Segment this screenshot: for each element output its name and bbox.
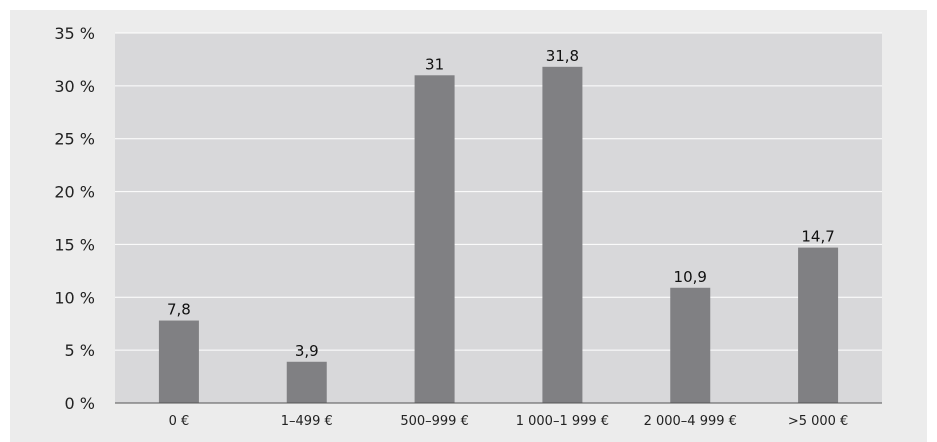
bar: [414, 75, 455, 404]
y-tick-label: 15 %: [54, 235, 95, 254]
x-tick-label: 2 000–4 999 €: [644, 414, 737, 429]
y-tick-label: 20 %: [54, 183, 95, 202]
bar-value-label: 14,7: [801, 228, 834, 246]
y-axis-ticks: 0 % 5 % 10 % 15 % 20 % 25 % 30 % 35 %: [54, 24, 95, 413]
y-tick-label: 30 %: [54, 77, 95, 96]
y-tick-label: 10 %: [54, 288, 95, 307]
bar-value-label: 3,9: [295, 342, 319, 360]
bar-value-label: 31: [425, 55, 444, 73]
x-tick-label: 1–499 €: [281, 414, 333, 429]
bar-value-label: 7,8: [167, 301, 191, 319]
gridlines: [115, 32, 882, 351]
x-tick-label: 0 €: [169, 414, 190, 429]
bars: 7,8 3,9 31 31,8 10,9 14,7: [158, 47, 839, 404]
y-tick-label: 25 %: [54, 130, 95, 149]
bar: [542, 66, 583, 403]
y-tick-label: 35 %: [54, 24, 95, 43]
bar: [286, 361, 327, 403]
x-tick-label: 1 000–1 999 €: [516, 414, 609, 429]
bar-value-label: 10,9: [674, 268, 707, 286]
bar-value-label: 31,8: [546, 47, 579, 65]
x-tick-label: >5 000 €: [788, 414, 849, 429]
bar: [670, 287, 711, 403]
y-tick-label: 5 %: [65, 341, 95, 360]
plot-area: [115, 33, 882, 403]
x-tick-label: 500–999 €: [400, 414, 469, 429]
bar: [798, 247, 839, 403]
bar: [158, 320, 199, 403]
y-tick-label: 0 %: [65, 394, 95, 413]
x-axis-ticks: 0 € 1–499 € 500–999 € 1 000–1 999 € 2 000–4 …: [169, 414, 849, 429]
